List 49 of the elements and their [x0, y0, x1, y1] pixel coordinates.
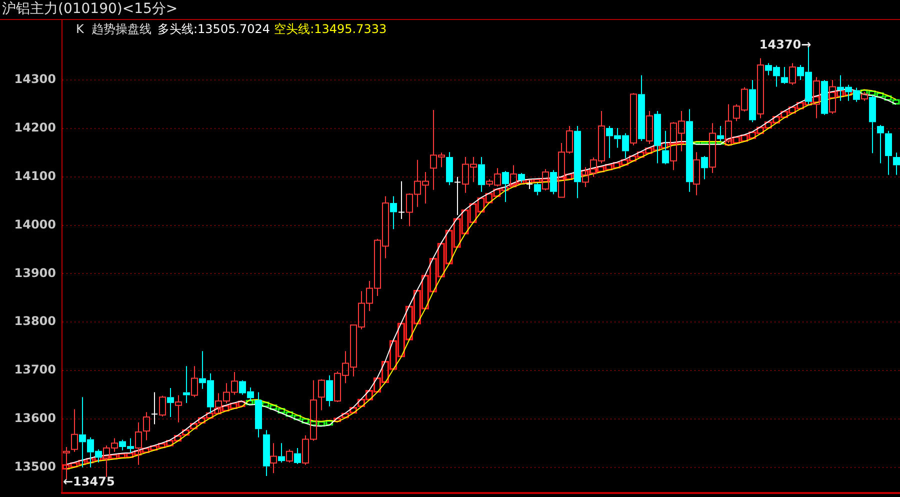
candlestick	[191, 366, 198, 398]
candlestick	[638, 74, 645, 142]
y-tick-label: 14200	[14, 120, 56, 135]
candlestick	[877, 124, 884, 164]
candlestick	[574, 126, 581, 199]
chart-title: 沪铝主力(010190)<15分>	[0, 0, 900, 20]
y-tick-label: 13700	[14, 362, 56, 377]
y-tick-label: 13800	[14, 314, 56, 328]
text: 多头线:13505.7024	[158, 22, 270, 36]
candlestick	[701, 156, 708, 180]
candlestick	[646, 110, 653, 144]
candlestick	[757, 58, 764, 119]
candlestick	[71, 408, 78, 452]
y-tick-label: 14100	[14, 168, 56, 183]
candlestick	[278, 442, 285, 463]
candlestick	[534, 182, 541, 196]
candlestick	[686, 108, 693, 192]
y-tick-label: 14300	[14, 72, 56, 86]
candlestick	[167, 387, 174, 418]
candlestick	[781, 66, 788, 84]
candlestick	[255, 392, 262, 438]
candlestick	[454, 176, 461, 216]
candlestick	[749, 80, 756, 123]
candlestick	[390, 196, 397, 230]
candlestick	[326, 374, 333, 407]
candlestick	[318, 378, 325, 411]
candlestick	[446, 152, 453, 186]
y-tick-label: 14000	[14, 217, 56, 232]
y-tick-label: 13900	[14, 266, 56, 280]
candlestick	[885, 130, 892, 176]
candlestick	[263, 430, 270, 477]
candlestick	[654, 110, 661, 164]
candlestick	[893, 152, 900, 176]
candlestick	[294, 447, 301, 464]
annotation: 14370→	[759, 37, 812, 52]
candlestick	[398, 180, 405, 220]
candlestick	[175, 394, 182, 423]
y-tick-label: 13500	[14, 459, 56, 474]
candlestick	[662, 130, 669, 165]
candlestick	[143, 412, 150, 441]
candlestick	[582, 166, 589, 188]
candlestick	[693, 152, 700, 196]
candlestick	[151, 392, 158, 425]
annotation: ←13475	[62, 474, 115, 489]
text: 空头线:13495.7333	[274, 22, 387, 36]
annotation: K 趋势操盘线	[76, 22, 152, 36]
y-tick-label: 13600	[14, 411, 56, 426]
candlestick	[270, 442, 277, 474]
candlestick	[478, 156, 485, 192]
